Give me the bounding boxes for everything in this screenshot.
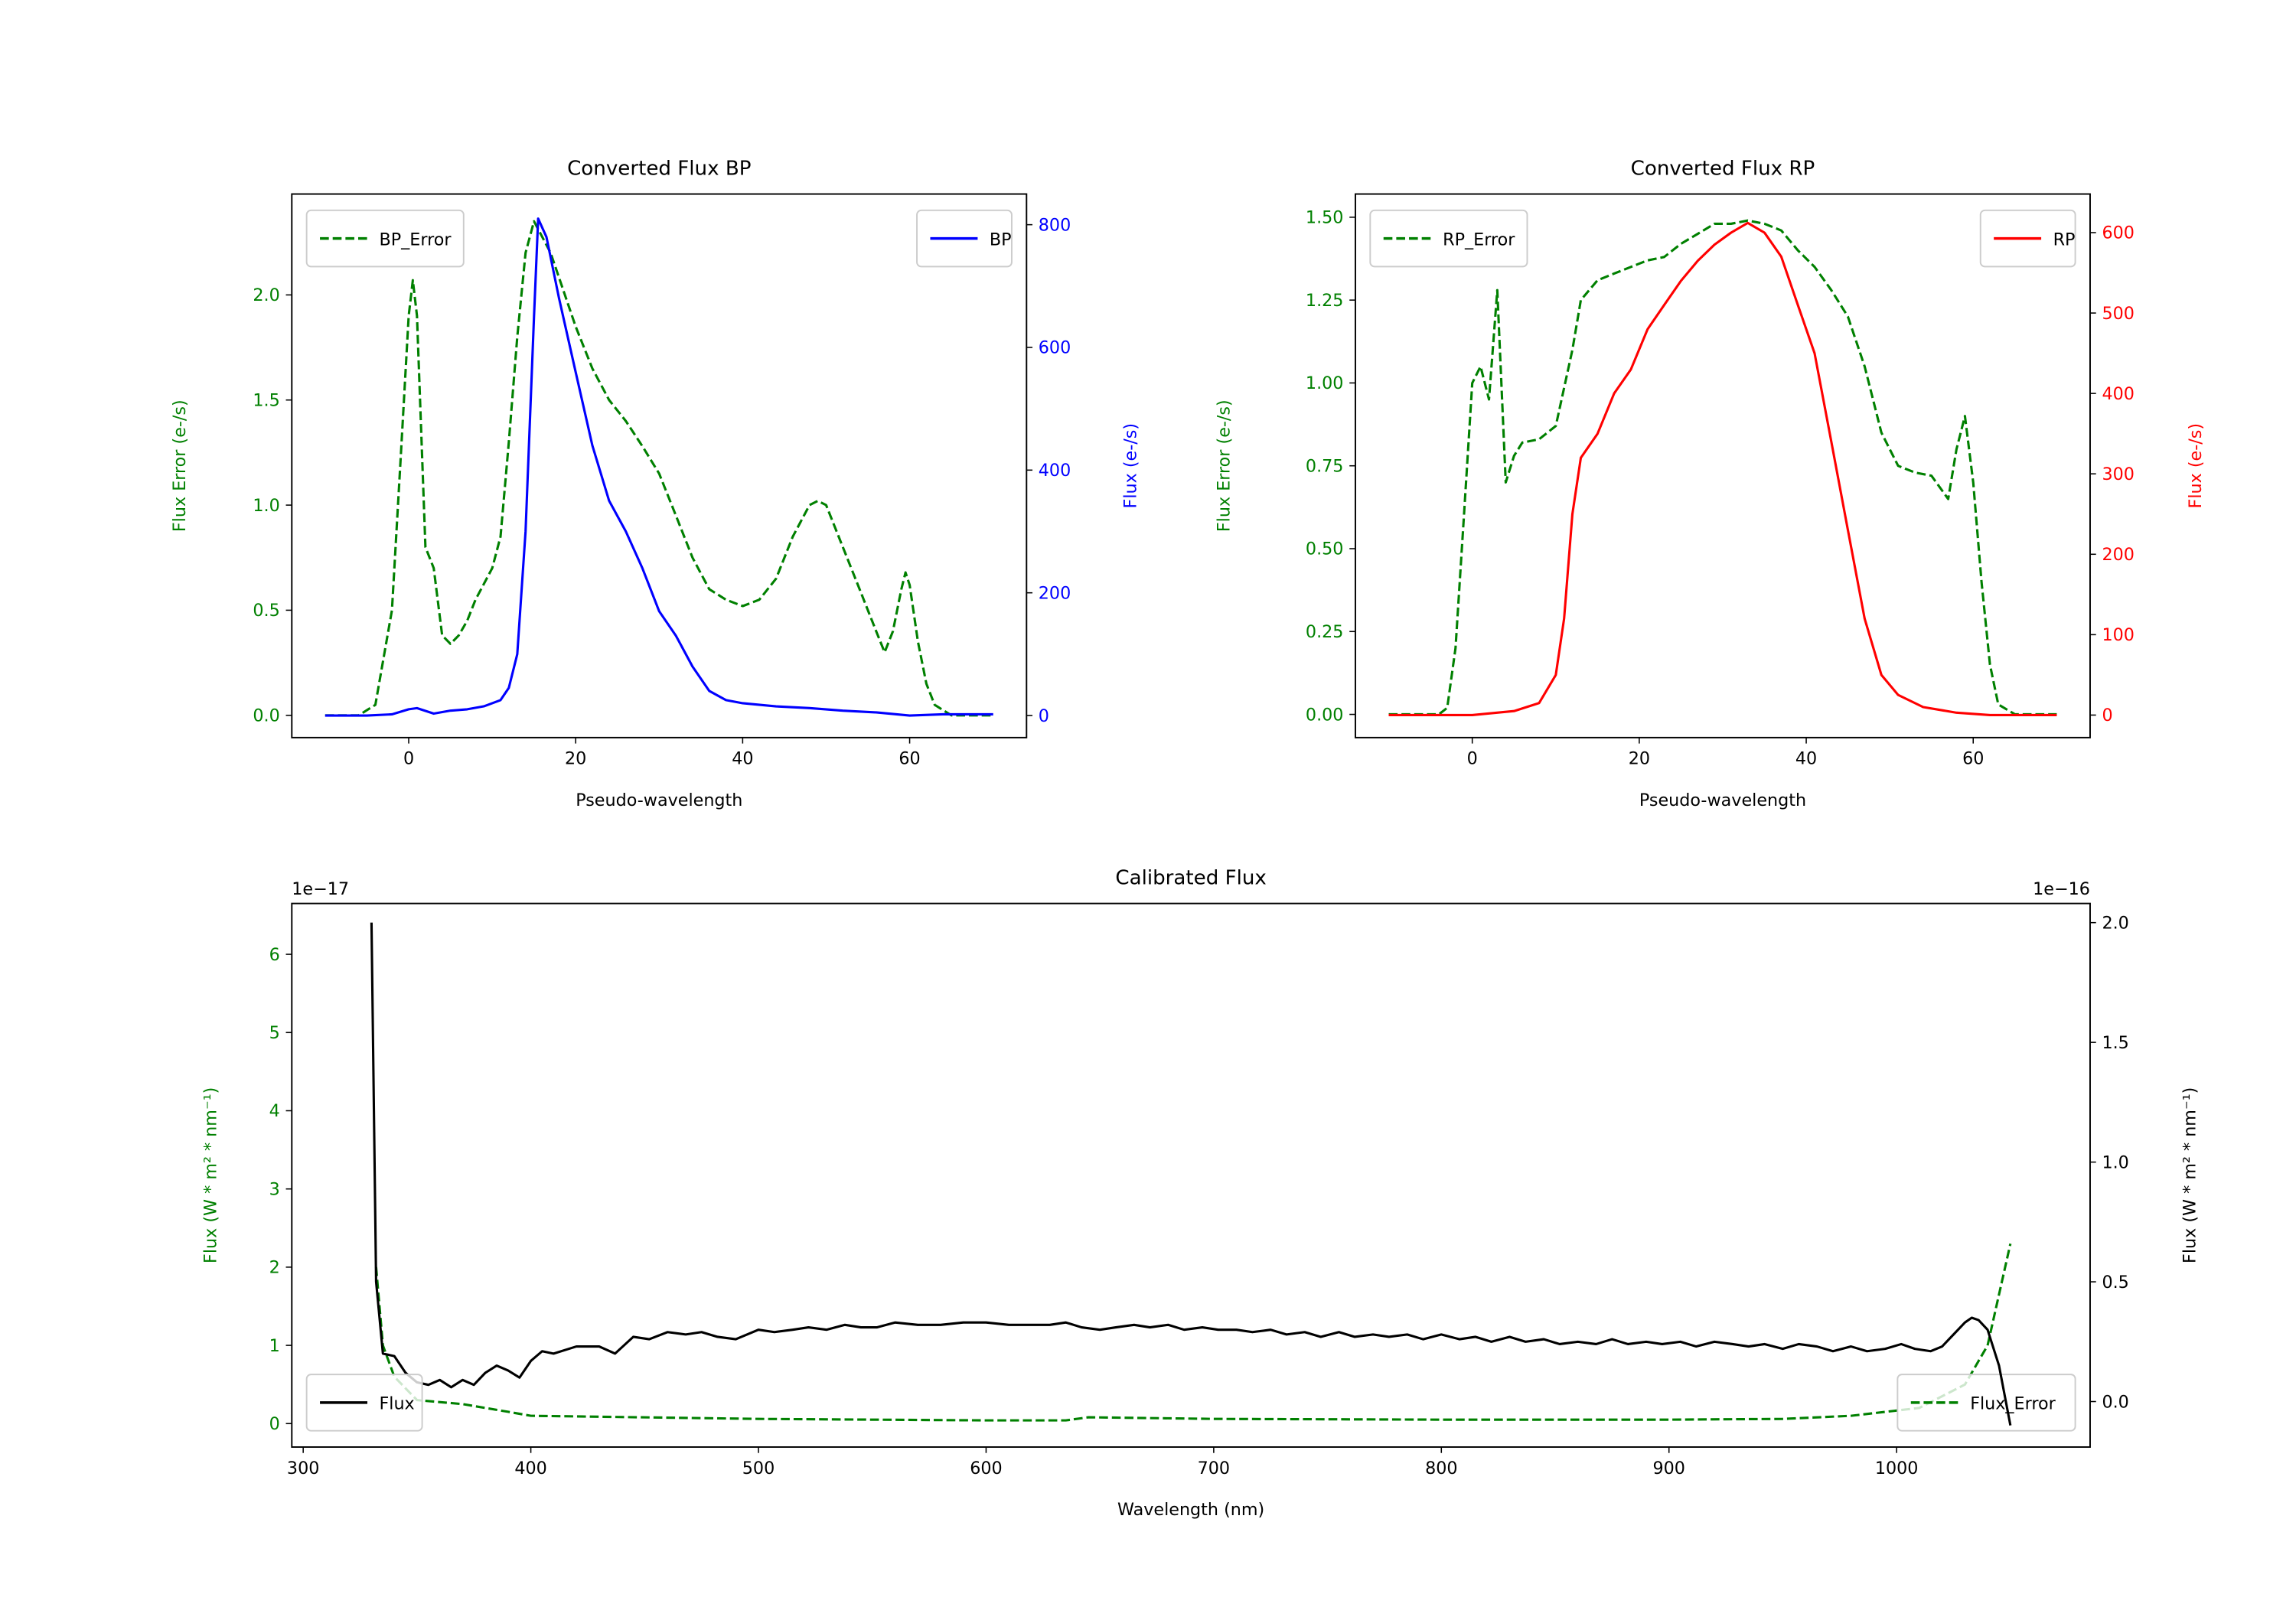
- x-tick-label: 0: [1467, 749, 1478, 769]
- left-y-tick-label: 1.50: [1306, 208, 1344, 228]
- x-tick-label: 700: [1198, 1459, 1230, 1478]
- legend-label: Flux_Error: [1970, 1394, 2056, 1414]
- left-y-tick-label: 1.00: [1306, 373, 1344, 393]
- right-y-tick-label: 600: [2102, 223, 2134, 243]
- right-y-tick-label: 100: [2102, 625, 2134, 645]
- right-y-tick-label: 0.0: [2102, 1392, 2128, 1412]
- x-axis-label: Pseudo-wavelength: [1639, 790, 1806, 810]
- x-tick-label: 1000: [1875, 1459, 1919, 1478]
- legend-flux: Flux: [305, 1374, 423, 1432]
- right-y-tick-label: 0: [2102, 706, 2112, 725]
- right-y-tick-label: 1.5: [2102, 1033, 2128, 1053]
- right-y-axis-label: Flux (e-/s): [1121, 423, 1141, 509]
- right-y-tick-label: 0: [1039, 706, 1049, 726]
- legend-box: [305, 209, 465, 268]
- legend-bp: BP: [916, 209, 1013, 268]
- panel-calibrated-flux: Calibrated Flux 300 400 500 600 700 800 900 1000…: [201, 866, 2200, 1520]
- left-y-axis-label: Flux Error (e-/s): [1214, 399, 1234, 532]
- left-y-axis-label: Flux (W * m² * nm⁻¹): [201, 1087, 221, 1263]
- legend-box: [1896, 1374, 2076, 1432]
- x-tick-label: 300: [287, 1459, 319, 1478]
- x-tick-label: 60: [1962, 749, 1984, 769]
- x-tick-label: 40: [732, 749, 753, 769]
- series-line-rp-error: [1388, 219, 2057, 716]
- left-y-tick-label: 1: [269, 1336, 280, 1356]
- x-axis-label: Pseudo-wavelength: [576, 790, 742, 810]
- x-tick-label: 0: [403, 749, 414, 769]
- legend-box: [1369, 209, 1528, 268]
- right-offset-text: 1e−16: [2033, 879, 2090, 899]
- axes-frame: [1355, 193, 2091, 738]
- series-line-bp: [325, 217, 993, 717]
- legend-label: BP_Error: [379, 230, 452, 249]
- right-y-tick-label: 0.5: [2102, 1273, 2128, 1292]
- x-tick-label: 40: [1795, 749, 1817, 769]
- legend-label: Flux: [379, 1394, 414, 1414]
- x-tick-label: 800: [1425, 1459, 1457, 1478]
- axes-frame: [291, 193, 1028, 738]
- legend-label: BP: [990, 230, 1012, 249]
- series-line-flux: [370, 922, 2012, 1426]
- right-y-tick-label: 800: [1039, 215, 1071, 235]
- left-y-tick-label: 5: [269, 1023, 280, 1043]
- right-y-tick-label: 1.0: [2102, 1152, 2128, 1172]
- left-y-tick-label: 1.25: [1306, 291, 1344, 311]
- legend-bp-error: BP_Error: [305, 209, 465, 268]
- left-y-tick-label: 0.25: [1306, 622, 1344, 642]
- legend-label: RP: [2053, 230, 2076, 249]
- x-tick-label: 60: [899, 749, 920, 769]
- legend-label: RP_Error: [1443, 230, 1515, 249]
- panel-converted-flux-bp: Converted Flux BP 0 20 40 60 Pseudo-wavelengt…: [170, 157, 1141, 810]
- right-y-axis-label: Flux (W * m² * nm⁻¹): [2180, 1087, 2200, 1263]
- left-y-tick-label: 3: [269, 1179, 280, 1199]
- legend-rp: RP: [1979, 209, 2076, 268]
- left-y-tick-label: 0.00: [1306, 705, 1344, 725]
- left-y-tick-label: 2: [269, 1258, 280, 1278]
- series-line-rp: [1388, 221, 2057, 717]
- right-y-tick-label: 500: [2102, 304, 2134, 324]
- right-y-tick-label: 400: [1039, 461, 1071, 481]
- left-y-tick-label: 0: [269, 1414, 280, 1434]
- left-y-tick-label: 1.5: [253, 390, 279, 410]
- left-offset-text: 1e−17: [292, 879, 349, 899]
- x-tick-label: 20: [1629, 749, 1650, 769]
- x-tick-label: 400: [514, 1459, 546, 1478]
- chart-title: Converted Flux BP: [567, 157, 751, 180]
- right-y-axis-label: Flux (e-/s): [2186, 423, 2206, 508]
- left-y-tick-label: 0.0: [253, 706, 279, 725]
- x-tick-label: 500: [742, 1459, 775, 1478]
- right-y-tick-label: 400: [2102, 384, 2134, 404]
- left-y-tick-label: 4: [269, 1101, 280, 1121]
- legend-rp-error: RP_Error: [1369, 209, 1528, 268]
- left-y-tick-label: 6: [269, 945, 280, 965]
- chart-title: Calibrated Flux: [1115, 866, 1267, 889]
- right-y-tick-label: 200: [1039, 583, 1071, 603]
- x-tick-label: 900: [1652, 1459, 1684, 1478]
- right-y-tick-label: 200: [2102, 545, 2134, 565]
- axes-frame: [291, 902, 2091, 1448]
- series-line-bp-error: [325, 220, 993, 717]
- left-y-tick-label: 0.50: [1306, 539, 1344, 559]
- panel-converted-flux-rp: Converted Flux RP 0 20 40 60 Pseudo-wavelengt…: [1214, 157, 2206, 810]
- x-axis-label: Wavelength (nm): [1117, 1500, 1264, 1520]
- chart-title: Converted Flux RP: [1631, 157, 1815, 180]
- left-y-axis-label: Flux Error (e-/s): [170, 399, 190, 532]
- x-tick-label: 20: [565, 749, 586, 769]
- right-y-tick-label: 600: [1039, 338, 1071, 358]
- left-y-tick-label: 2.0: [253, 285, 279, 305]
- legend-flux-error: Flux_Error: [1896, 1374, 2076, 1432]
- left-y-tick-label: 1.0: [253, 496, 279, 516]
- left-y-tick-label: 0.5: [253, 601, 279, 621]
- right-y-tick-label: 2.0: [2102, 913, 2128, 933]
- left-y-tick-label: 0.75: [1306, 456, 1344, 476]
- x-tick-label: 600: [970, 1459, 1002, 1478]
- right-y-tick-label: 300: [2102, 464, 2134, 484]
